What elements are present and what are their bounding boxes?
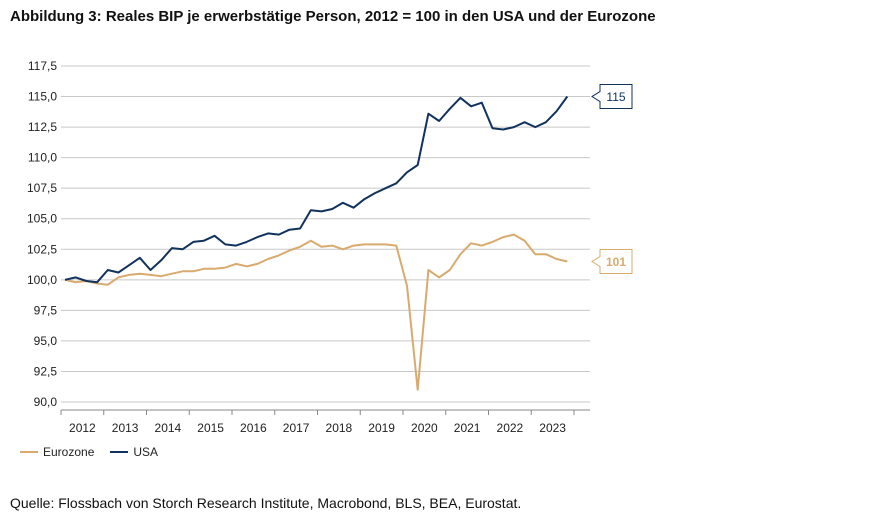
y-axis-ticks: 117,5 115,0 112,5 110,0 107,5 105,0 102,5 100,0… (27, 59, 57, 409)
y-tick-label: 112,5 (28, 120, 57, 134)
end-label-usa: 115 (606, 90, 625, 104)
gridlines (61, 65, 590, 403)
y-tick-label: 92,5 (34, 364, 58, 378)
x-tick-label: 2017 (283, 421, 310, 435)
end-label-eurozone: 101 (606, 255, 626, 269)
x-tick-label: 2012 (69, 421, 96, 435)
y-tick-label: 107,5 (27, 181, 57, 195)
y-tick-label: 110,0 (28, 151, 57, 165)
y-tick-label: 97,5 (34, 303, 58, 317)
end-labels: 101 115 (591, 84, 633, 274)
y-tick-label: 105,0 (27, 212, 57, 226)
end-label-box-eurozone (591, 248, 633, 274)
y-tick-label: 102,5 (27, 242, 57, 256)
line-chart: 117,5 115,0 112,5 110,0 107,5 105,0 102,5 100,0… (27, 59, 633, 435)
y-tick-label: 100,0 (27, 273, 57, 287)
y-tick-label: 95,0 (34, 334, 58, 348)
series-line-usa (64, 95, 569, 284)
x-tick-label: 2014 (155, 421, 182, 435)
end-label-box-usa (591, 84, 633, 110)
source-note: Quelle: Flossbach von Storch Research In… (10, 495, 522, 511)
legend-item-eurozone: Eurozone (20, 445, 94, 459)
x-tick-label: 2016 (240, 421, 267, 435)
legend-label-eurozone: Eurozone (43, 445, 95, 459)
y-tick-label: 117,5 (28, 59, 57, 73)
chart-title: Abbildung 3: Reales BIP je erwerbstätige… (10, 8, 656, 25)
legend-swatch-eurozone (20, 451, 38, 453)
x-tick-label: 2023 (539, 421, 566, 435)
series-line-eurozone (64, 233, 568, 391)
x-tick-label: 2020 (411, 421, 438, 435)
y-tick-label: 115,0 (28, 90, 57, 104)
x-tick-label: 2013 (112, 421, 139, 435)
legend: Eurozone USA (20, 445, 158, 459)
series-lines (64, 95, 569, 391)
legend-label-usa: USA (133, 445, 159, 459)
legend-item-usa: USA (110, 445, 158, 459)
x-tick-label: 2015 (197, 421, 224, 435)
x-tick-label: 2018 (326, 421, 353, 435)
x-tick-label: 2019 (368, 421, 395, 435)
x-tick-label: 2021 (454, 421, 481, 435)
x-axis: 2012 2013 2014 2015 2016 2017 2018 2019 2020 2021… (60, 409, 590, 435)
legend-swatch-usa (110, 451, 129, 453)
x-tick-label: 2022 (497, 421, 524, 435)
y-tick-label: 90,0 (34, 395, 58, 409)
